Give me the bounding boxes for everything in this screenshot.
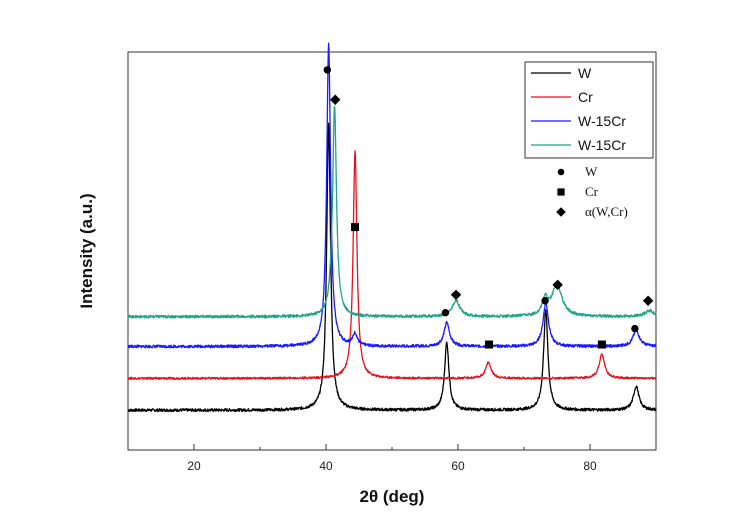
diamond-marker bbox=[642, 295, 654, 306]
series-line-2 bbox=[127, 42, 657, 349]
marker-legend-label: W bbox=[585, 164, 598, 179]
square-marker bbox=[557, 188, 565, 196]
square-marker bbox=[485, 340, 494, 349]
x-tick-label: 80 bbox=[583, 459, 597, 473]
legend-label: Cr bbox=[578, 89, 593, 105]
x-axis-ticks: 20 40 60 80 bbox=[127, 444, 657, 473]
legend-box bbox=[524, 61, 654, 159]
marker-legend: W Cr α(W,Cr) bbox=[556, 164, 628, 219]
x-tick-label: 20 bbox=[187, 459, 201, 473]
series-line-0 bbox=[127, 122, 657, 413]
legend-label: W bbox=[578, 65, 592, 81]
x-axis-title: 2θ (deg) bbox=[360, 487, 425, 506]
square-marker bbox=[351, 223, 360, 232]
circle-marker bbox=[631, 324, 639, 333]
circle-marker bbox=[323, 66, 332, 74]
diamond-marker bbox=[552, 279, 563, 291]
series-lines bbox=[127, 42, 657, 413]
square-marker bbox=[597, 340, 606, 349]
diamond-marker bbox=[330, 94, 341, 105]
series-line-1 bbox=[127, 150, 657, 380]
circle-marker bbox=[441, 308, 450, 317]
x-tick-label: 40 bbox=[319, 459, 333, 473]
series-line-3 bbox=[127, 105, 657, 319]
legend-label: W-15Cr bbox=[578, 113, 626, 129]
marker-legend-label: Cr bbox=[585, 184, 599, 199]
legend: W Cr W-15Cr W-15Cr bbox=[524, 61, 654, 159]
diamond-marker bbox=[556, 207, 566, 217]
y-axis-title: Intensity (a.u.) bbox=[77, 193, 96, 308]
x-tick-label: 60 bbox=[451, 459, 465, 473]
marker-legend-label: α(W,Cr) bbox=[585, 204, 628, 219]
peak-markers bbox=[323, 66, 654, 349]
legend-label: W-15Cr bbox=[578, 137, 626, 153]
circle-marker bbox=[557, 168, 565, 176]
circle-marker bbox=[541, 297, 549, 305]
diamond-marker bbox=[450, 289, 462, 300]
